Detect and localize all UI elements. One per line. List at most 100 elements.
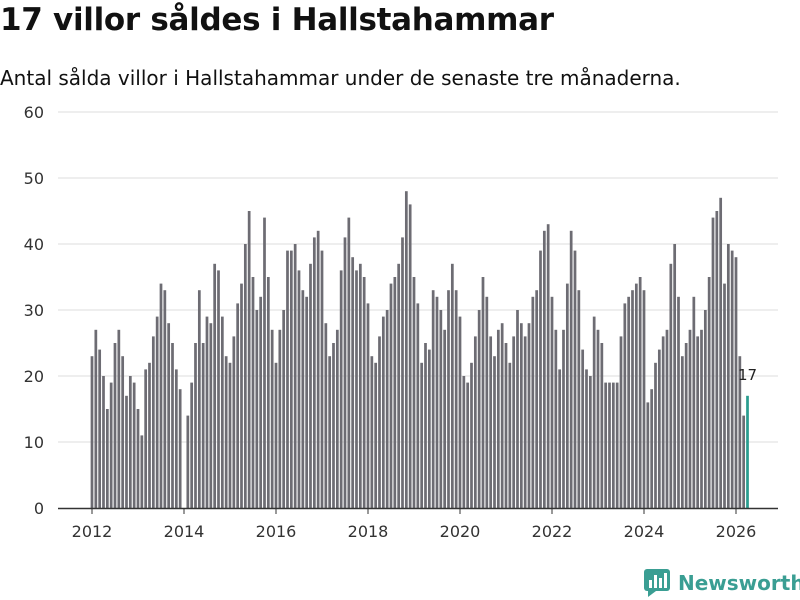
bar — [312, 237, 316, 508]
bar — [585, 369, 588, 508]
bar — [117, 329, 121, 508]
bar — [493, 356, 496, 508]
bar — [466, 382, 470, 508]
brand-name: Newsworthy — [678, 571, 800, 595]
bar — [608, 382, 611, 508]
bar — [688, 329, 692, 508]
bar — [125, 395, 128, 508]
bar — [650, 389, 654, 508]
y-tick-label: 40 — [24, 235, 44, 254]
bar — [140, 435, 144, 508]
bar — [569, 230, 573, 509]
bar — [531, 296, 535, 508]
bar-highlight — [746, 395, 749, 508]
bar — [205, 316, 209, 508]
bar — [220, 316, 224, 508]
bar — [293, 244, 297, 508]
bar — [477, 310, 481, 508]
bar — [90, 356, 94, 508]
bar — [496, 329, 500, 508]
bar — [374, 362, 378, 508]
bar — [397, 263, 401, 508]
bar — [473, 336, 477, 508]
bar — [439, 310, 443, 508]
bar — [151, 336, 155, 508]
bar — [232, 336, 236, 508]
bar — [171, 343, 174, 508]
bar — [673, 244, 677, 508]
bar — [228, 362, 232, 508]
bar — [634, 283, 638, 508]
bar — [109, 382, 113, 508]
bar — [197, 290, 201, 508]
bar — [431, 290, 435, 508]
x-tick-label: 2014 — [164, 522, 205, 541]
bar — [324, 323, 328, 508]
bar — [619, 336, 623, 508]
bar — [332, 343, 335, 508]
bar — [412, 277, 416, 508]
bar — [500, 323, 504, 508]
bar — [98, 349, 102, 508]
y-tick-label: 10 — [24, 433, 44, 452]
bar — [680, 356, 684, 508]
bar — [627, 296, 631, 508]
bar — [343, 237, 347, 508]
bar — [167, 323, 171, 508]
bar — [450, 263, 454, 508]
bar — [424, 343, 427, 508]
bar — [508, 362, 512, 508]
bar — [420, 362, 424, 508]
bar — [565, 283, 569, 508]
bar — [362, 277, 366, 508]
bar — [654, 362, 657, 508]
bar — [700, 329, 703, 508]
bar — [539, 250, 542, 508]
bar — [562, 329, 565, 508]
chart-title: 17 villor såldes i Hallstahammar — [0, 2, 554, 38]
bar — [174, 369, 178, 508]
bar — [102, 376, 105, 508]
y-tick-label: 20 — [24, 367, 44, 386]
bar — [194, 343, 197, 508]
bar — [270, 329, 274, 508]
bar — [723, 283, 726, 508]
bar — [711, 217, 715, 508]
bar — [224, 356, 228, 508]
bar — [144, 369, 148, 508]
bar — [611, 382, 615, 508]
bar — [696, 336, 700, 508]
x-tick-label: 2016 — [256, 522, 297, 541]
bar — [481, 277, 485, 508]
bar — [320, 250, 324, 508]
bar — [243, 244, 247, 508]
bar — [703, 310, 707, 508]
bar — [286, 250, 289, 508]
newsworthy-icon — [644, 569, 670, 597]
bar — [159, 283, 163, 508]
x-tick-label: 2022 — [532, 522, 573, 541]
bar — [186, 415, 190, 508]
bar — [378, 336, 381, 508]
bar — [443, 329, 447, 508]
bar — [734, 257, 738, 508]
bar — [485, 296, 489, 508]
bar — [726, 244, 730, 508]
bar — [642, 290, 646, 508]
x-tick-label: 2026 — [716, 522, 757, 541]
bar — [328, 356, 332, 508]
bar-chart: 0 10 20 30 40 50 60 17 2012 2014 2016 2018 2020 2022 2… — [24, 103, 778, 541]
bar — [661, 336, 665, 508]
bar — [389, 283, 393, 508]
bar — [236, 303, 240, 508]
bar — [435, 296, 439, 508]
bar — [489, 336, 493, 508]
bar — [657, 349, 661, 508]
bar — [677, 296, 680, 508]
bar — [282, 310, 286, 508]
bar — [707, 277, 711, 508]
bar — [546, 224, 550, 508]
bar — [163, 290, 167, 508]
bar — [427, 349, 431, 508]
bar — [217, 270, 220, 508]
